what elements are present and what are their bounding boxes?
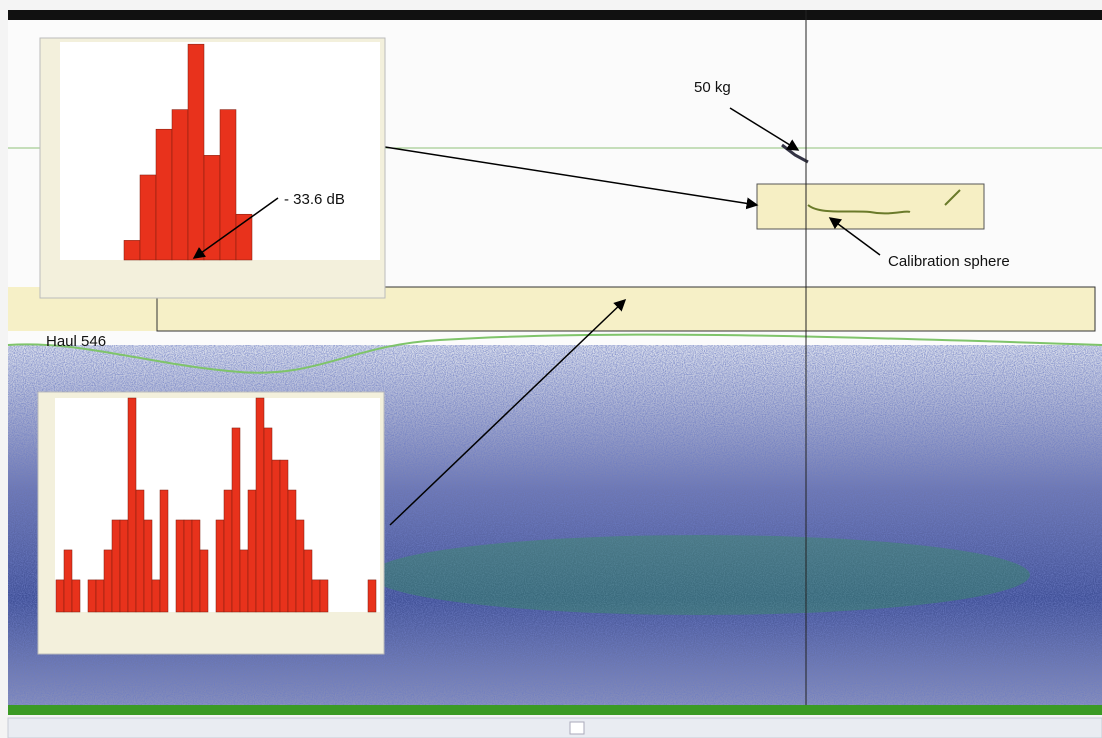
bar xyxy=(279,459,289,613)
bar xyxy=(171,109,189,261)
bar xyxy=(127,397,137,613)
bar xyxy=(95,579,105,613)
bar xyxy=(231,427,241,613)
bar xyxy=(87,579,97,613)
annotation: 50 kg xyxy=(694,79,731,96)
bottom-bar xyxy=(8,705,1102,715)
bar xyxy=(183,519,193,613)
bar xyxy=(159,489,169,613)
bar xyxy=(135,489,145,613)
arrow xyxy=(828,217,881,256)
bar xyxy=(271,459,281,613)
bar xyxy=(295,519,305,613)
bar xyxy=(219,109,237,261)
bar xyxy=(119,519,129,613)
annotation: Haul 546 xyxy=(46,333,106,350)
bar xyxy=(223,489,233,613)
bar xyxy=(111,519,121,613)
sphere-echo xyxy=(807,189,961,215)
scrollbar[interactable] xyxy=(7,717,1102,738)
annotation: Calibration sphere xyxy=(888,253,1010,270)
bar xyxy=(287,489,297,613)
bar xyxy=(103,549,113,613)
top-bar xyxy=(8,10,1102,20)
bar xyxy=(235,213,253,261)
bar xyxy=(71,579,81,613)
bar xyxy=(263,427,273,613)
bar xyxy=(303,549,313,613)
bar xyxy=(55,579,65,613)
bar xyxy=(155,128,173,261)
bar xyxy=(247,489,257,613)
bar xyxy=(367,579,377,613)
bar xyxy=(239,549,249,613)
fish-layer xyxy=(370,535,1030,615)
arrow xyxy=(389,298,627,526)
arrow xyxy=(192,197,279,259)
selection-inner xyxy=(156,286,1096,332)
bar xyxy=(215,519,225,613)
bar xyxy=(187,43,205,261)
bar xyxy=(123,240,141,261)
bar xyxy=(319,579,329,613)
bar xyxy=(63,549,73,613)
scroll-thumb[interactable] xyxy=(569,721,585,735)
bar xyxy=(175,519,185,613)
bar xyxy=(255,397,265,613)
annotation: - 33.6 dB xyxy=(284,191,345,208)
bar xyxy=(151,579,161,613)
arrow xyxy=(384,146,759,210)
bar xyxy=(143,519,153,613)
bar xyxy=(139,174,157,261)
bar xyxy=(191,519,201,613)
bar xyxy=(311,579,321,613)
arrow xyxy=(729,107,800,151)
bottom-line xyxy=(7,333,1102,374)
bar xyxy=(199,549,209,613)
sphere-box xyxy=(756,183,985,230)
